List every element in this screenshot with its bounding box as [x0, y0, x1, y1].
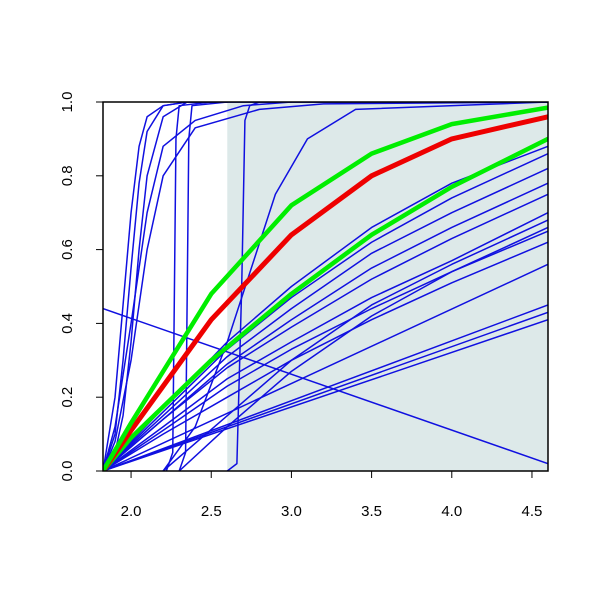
y-tick-label: 1.0 [59, 92, 76, 113]
x-tick-label: 2.5 [201, 503, 222, 520]
series-line [103, 307, 548, 465]
series-line [103, 105, 548, 471]
series-line [103, 182, 548, 471]
series-line [103, 136, 548, 471]
y-tick-label: 0.6 [59, 239, 76, 260]
series-line [226, 102, 548, 471]
series-line [103, 304, 548, 471]
series-line [178, 102, 548, 471]
series-line [103, 152, 548, 471]
x-tick-label: 4.5 [522, 503, 543, 520]
series-line [103, 318, 548, 471]
series-line [162, 219, 548, 471]
y-tick-label: 0.0 [59, 461, 76, 482]
x-tick-label: 4.0 [441, 503, 462, 520]
series-line [103, 102, 229, 471]
series-line [165, 102, 548, 471]
series-line [103, 263, 548, 471]
series-line [103, 102, 229, 471]
series-line [103, 114, 548, 471]
series-line [103, 102, 229, 471]
plot-frame [102, 101, 549, 472]
series-line [103, 167, 548, 471]
series-line [103, 211, 548, 471]
y-tick-label: 0.2 [59, 387, 76, 408]
y-tick-label: 0.4 [59, 313, 76, 334]
y-tick-label: 0.8 [59, 165, 76, 186]
axes-layer: 2.0 2.5 3.0 3.5 4.0 4.5 0.0 0.2 0.4 0.6 0.8 1.0 [59, 92, 549, 520]
series-line [103, 311, 548, 471]
series-line [178, 230, 548, 471]
x-tick-label: 3.0 [281, 503, 302, 520]
x-tick-label: 2.0 [121, 503, 142, 520]
series-line [103, 102, 548, 471]
x-tick-label: 3.5 [361, 503, 382, 520]
lines-layer [103, 102, 548, 471]
series-line [103, 102, 293, 471]
